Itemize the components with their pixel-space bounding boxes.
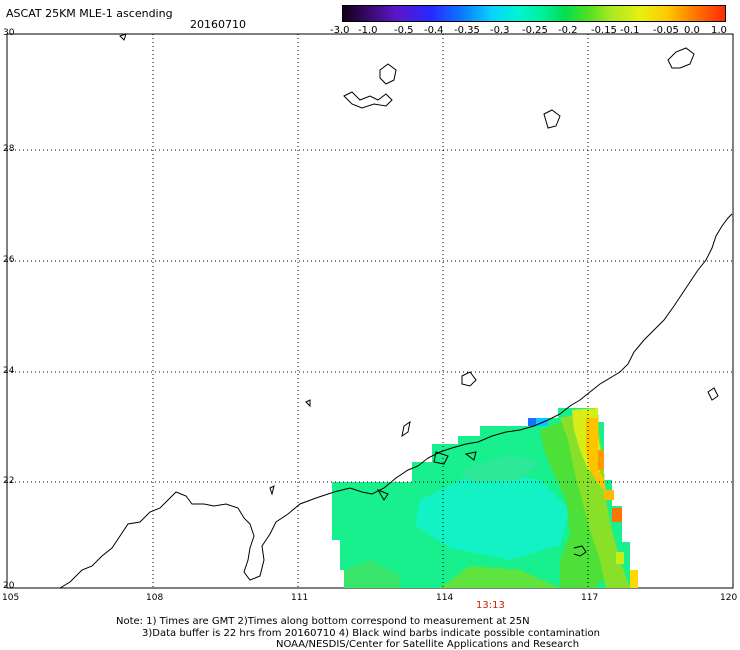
wind-swath (332, 408, 638, 588)
colorbar-tick: 0.0 (684, 25, 700, 36)
lat-tick-label: 24 (3, 366, 15, 376)
note-line-1: Note: 1) Times are GMT 2)Times along bot… (116, 616, 530, 627)
colorbar-tick: -0.05 (653, 25, 679, 36)
map-title: ASCAT 25KM MLE-1 ascending (6, 7, 173, 20)
lat-tick-label: 30 (3, 28, 15, 38)
note-line-3: NOAA/NESDIS/Center for Satellite Applica… (276, 639, 580, 650)
colorbar-tick: -0.15 (591, 25, 617, 36)
colorbar-tick: -0.35 (454, 25, 480, 36)
lat-tick-label: 26 (3, 255, 15, 265)
lat-tick-label: 20 (3, 581, 15, 591)
lon-tick-label: 111 (291, 593, 309, 603)
colorbar-tick: -1.0 (358, 25, 378, 36)
colorbar (342, 5, 726, 22)
lat-lon-grid (7, 34, 733, 588)
lat-tick-label: 28 (3, 144, 15, 154)
lon-tick-label: 120 (720, 593, 738, 603)
map-date: 20160710 (190, 18, 246, 31)
note-line-2: 3)Data buffer is 22 hrs from 20160710 4)… (142, 628, 600, 639)
lon-tick-label: 108 (146, 593, 164, 603)
lon-tick-label: 117 (581, 593, 599, 603)
lon-tick-label: 105 (2, 593, 20, 603)
colorbar-tick: -0.2 (558, 25, 578, 36)
colorbar-tick: -3.0 (330, 25, 350, 36)
coastline (59, 33, 733, 589)
colorbar-tick: -0.3 (490, 25, 510, 36)
lat-tick-label: 22 (3, 476, 15, 486)
colorbar-tick: -0.25 (522, 25, 548, 36)
colorbar-tick: -0.5 (394, 25, 414, 36)
colorbar-tick: -0.4 (424, 25, 444, 36)
lon-tick-label: 114 (436, 593, 454, 603)
colorbar-tick: 1.0 (711, 25, 727, 36)
pass-time: 13:13 (476, 600, 505, 611)
colorbar-tick: -0.1 (620, 25, 640, 36)
